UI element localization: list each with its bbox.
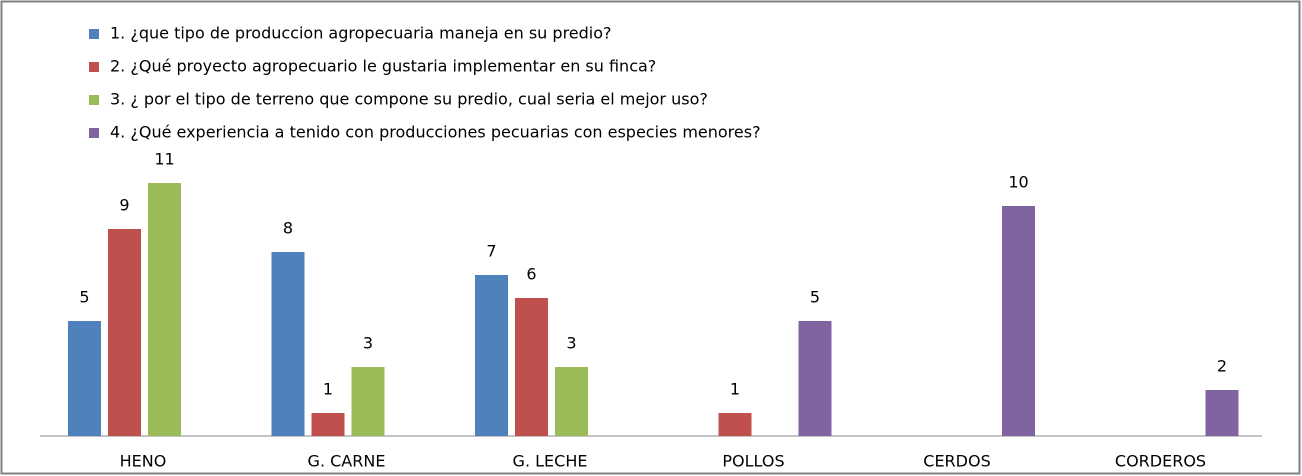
- data-label: 1: [730, 380, 740, 399]
- data-label: 7: [486, 242, 496, 261]
- data-label: 5: [810, 288, 820, 307]
- data-label: 1: [323, 380, 333, 399]
- bar: [351, 367, 385, 436]
- legend-label: 3. ¿ por el tipo de terreno que compone …: [110, 90, 708, 109]
- bar: [1205, 390, 1239, 436]
- bar: [718, 413, 752, 436]
- data-label: 2: [1217, 357, 1227, 376]
- legend-label: 1. ¿que tipo de produccion agropecuaria …: [110, 24, 612, 43]
- bar: [311, 413, 345, 436]
- bar: [271, 252, 305, 436]
- bar: [148, 183, 181, 436]
- data-label: 10: [1008, 173, 1028, 192]
- x-tick-label: HENO: [120, 452, 167, 471]
- data-label: 5: [79, 288, 89, 307]
- x-tick-label: POLLOS: [722, 452, 784, 471]
- x-tick-label: G. CARNE: [308, 452, 386, 471]
- bar: [108, 229, 141, 436]
- legend-label: 2. ¿Qué proyecto agropecuario le gustari…: [110, 57, 656, 76]
- legend-swatch: [89, 128, 99, 138]
- data-label: 6: [526, 265, 536, 284]
- x-tick-label: CORDEROS: [1115, 452, 1206, 471]
- data-label: 3: [566, 334, 576, 353]
- bar: [68, 321, 101, 436]
- data-label: 9: [119, 196, 129, 215]
- bar: [515, 298, 548, 436]
- data-label: 8: [283, 219, 293, 238]
- bar: [475, 275, 508, 436]
- bar: [555, 367, 588, 436]
- data-label: 3: [363, 334, 373, 353]
- legend-label: 4. ¿Qué experiencia a tenido con producc…: [110, 123, 761, 142]
- data-label: 11: [154, 150, 174, 169]
- legend-swatch: [89, 62, 99, 72]
- bar: [798, 321, 832, 436]
- bar: [1002, 206, 1035, 436]
- x-tick-label: CERDOS: [923, 452, 990, 471]
- legend-swatch: [89, 29, 99, 39]
- x-tick-label: G. LECHE: [513, 452, 588, 471]
- legend-swatch: [89, 95, 99, 105]
